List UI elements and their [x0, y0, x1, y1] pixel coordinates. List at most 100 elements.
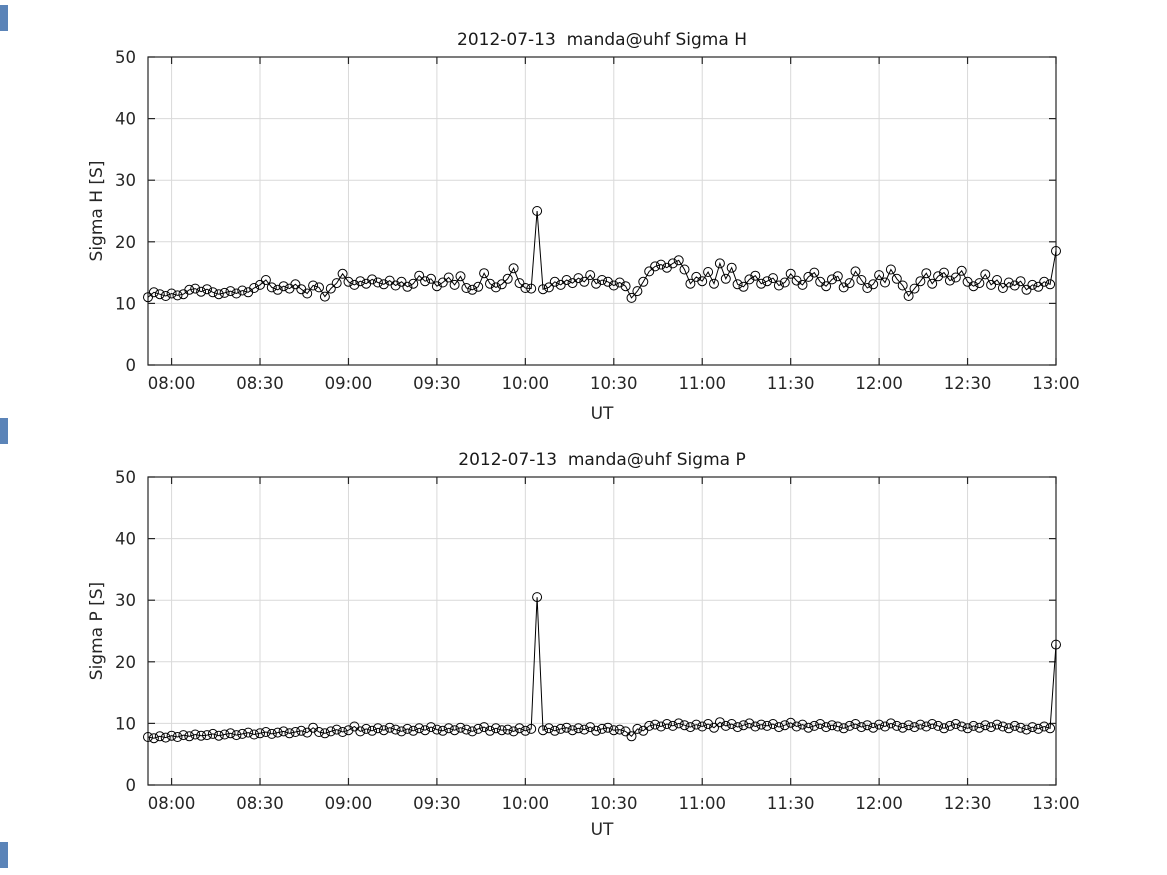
data-point-marker: [443, 723, 454, 734]
data-point-marker: [656, 259, 666, 270]
y-tick-label: 40: [115, 110, 136, 129]
data-point-marker: [697, 721, 708, 732]
data-point-marker: [308, 280, 319, 291]
data-point-marker: [473, 723, 484, 734]
data-point-marker: [237, 285, 248, 296]
data-point-marker: [1021, 284, 1032, 295]
data-point-marker: [479, 722, 490, 733]
data-point-marker: [915, 719, 926, 730]
data-point-marker: [921, 721, 932, 732]
data-point-marker: [992, 275, 1002, 285]
data-point-marker: [1003, 723, 1014, 734]
data-point-marker: [608, 725, 619, 736]
sigma-p-plot-area: 08:00 08:30 09:00 09:30 10:00 10:30 11:00 11:30…: [115, 468, 1080, 813]
data-point-marker: [927, 278, 938, 289]
data-point-marker: [602, 276, 613, 287]
data-point-marker: [361, 723, 372, 734]
data-point-marker: [650, 261, 661, 272]
data-point-marker: [650, 719, 661, 730]
data-point-marker: [485, 278, 495, 289]
data-point-marker: [850, 266, 861, 277]
y-tick-label: 50: [115, 468, 136, 487]
x-tick-label: 08:00: [148, 794, 196, 813]
data-point-marker: [143, 292, 153, 303]
data-point-marker: [779, 720, 790, 731]
data-point-marker: [1051, 639, 1061, 650]
data-point-marker: [638, 276, 649, 287]
data-point-marker: [667, 720, 678, 731]
y-tick-label: 20: [115, 233, 136, 252]
data-point-marker: [897, 280, 908, 291]
data-point-marker: [538, 284, 548, 295]
data-point-marker: [431, 281, 442, 292]
axes-box: [147, 476, 1057, 786]
data-point-marker: [880, 277, 890, 288]
data-point-marker: [231, 730, 242, 741]
data-point-marker: [809, 267, 820, 278]
data-point-marker: [272, 727, 283, 738]
data-point-marker: [874, 719, 885, 730]
data-point-marker: [679, 264, 690, 275]
data-point-marker: [726, 719, 737, 729]
data-point-marker: [402, 281, 413, 292]
data-point-marker: [249, 283, 260, 293]
data-point-marker: [520, 283, 531, 293]
data-point-marker: [414, 723, 425, 734]
data-point-marker: [143, 732, 153, 742]
data-point-marker: [502, 273, 513, 284]
data-point-marker: [608, 280, 619, 291]
data-point-marker: [378, 279, 389, 290]
data-point-marker: [726, 262, 737, 273]
data-point-marker: [172, 290, 183, 301]
data-point-marker: [290, 727, 301, 737]
data-point-marker: [319, 728, 330, 739]
data-point-marker: [709, 722, 719, 733]
data-point-marker: [213, 289, 224, 300]
data-point-marker: [260, 275, 271, 285]
data-point-marker: [420, 725, 431, 736]
data-point-marker: [431, 724, 442, 735]
data-point-marker: [567, 278, 578, 289]
data-point-marker: [944, 275, 955, 286]
data-point-marker: [656, 721, 666, 732]
y-tick-label: 30: [115, 171, 136, 190]
data-point-marker: [496, 279, 507, 290]
data-point-marker: [272, 284, 283, 295]
data-point-marker: [508, 726, 519, 737]
data-point-marker: [372, 723, 383, 734]
data-point-marker: [856, 275, 867, 285]
data-point-marker: [1003, 277, 1014, 288]
data-point-marker: [868, 722, 879, 733]
y-tick-label: 20: [115, 653, 136, 672]
data-point-marker: [455, 271, 466, 282]
data-point-marker: [532, 206, 543, 216]
x-tick-label: 12:30: [944, 794, 992, 813]
data-point-marker: [921, 268, 932, 279]
data-point-marker: [614, 277, 625, 288]
data-point-marker: [314, 282, 324, 293]
data-point-marker: [567, 725, 578, 736]
data-point-marker: [249, 729, 260, 740]
data-point-marker: [980, 269, 991, 280]
data-point-marker: [266, 282, 277, 293]
data-point-marker: [384, 722, 395, 733]
data-point-marker: [190, 729, 201, 740]
data-point-marker: [997, 721, 1008, 732]
data-point-marker: [632, 723, 643, 734]
data-point-marker: [909, 283, 920, 294]
x-tick-label: 11:30: [767, 794, 815, 813]
data-point-marker: [673, 255, 684, 266]
x-tick-label: 09:30: [413, 374, 461, 393]
data-point-marker: [231, 288, 242, 299]
x-tick-label: 12:00: [855, 374, 903, 393]
data-point-marker: [225, 728, 236, 739]
data-point-marker: [838, 723, 849, 734]
data-point-marker: [602, 722, 613, 733]
data-point-marker: [514, 723, 525, 734]
data-point-marker: [467, 284, 478, 295]
data-point-marker: [1015, 276, 1026, 287]
data-point-marker: [396, 726, 407, 737]
x-tick-label: 11:00: [678, 794, 726, 813]
data-point-marker: [490, 723, 501, 734]
data-point-marker: [909, 722, 920, 733]
